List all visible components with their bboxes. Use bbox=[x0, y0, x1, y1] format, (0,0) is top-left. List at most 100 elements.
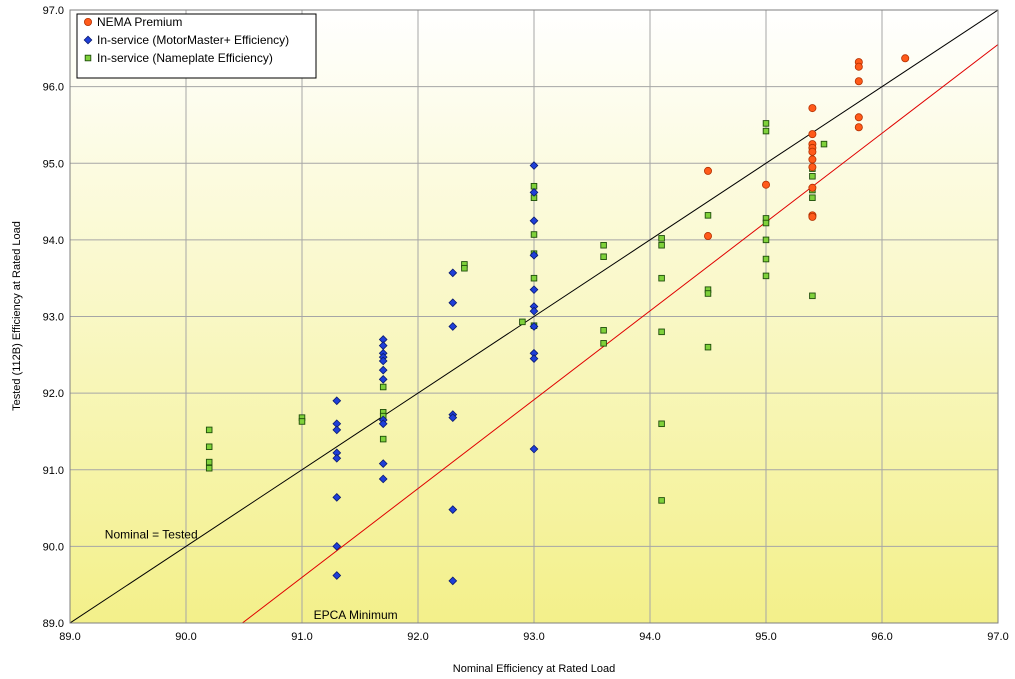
nema-premium-point bbox=[704, 166, 713, 175]
x-axis-title: Nominal Efficiency at Rated Load bbox=[453, 663, 615, 675]
nameplate-point bbox=[762, 272, 770, 280]
y-tick-label: 96.0 bbox=[43, 82, 64, 94]
nameplate-point bbox=[809, 194, 816, 201]
motormaster-point bbox=[332, 542, 342, 551]
x-tick-label: 92.0 bbox=[407, 631, 428, 643]
reference-lines bbox=[70, 10, 998, 623]
nameplate-point bbox=[704, 290, 712, 297]
nameplate-point bbox=[762, 219, 770, 227]
motormaster-point bbox=[529, 306, 539, 316]
y-tick-label: 94.0 bbox=[43, 235, 64, 247]
nameplate-point bbox=[530, 274, 538, 282]
nameplate-point bbox=[762, 236, 770, 244]
motormaster-point bbox=[448, 268, 458, 278]
y-tick-label: 97.0 bbox=[43, 5, 64, 17]
nema-premium-point bbox=[854, 77, 863, 86]
motormaster-point bbox=[378, 419, 388, 429]
legend-label: In-service (Nameplate Efficiency) bbox=[97, 51, 273, 65]
nameplate-point bbox=[658, 235, 665, 242]
x-tick-label: 93.0 bbox=[523, 631, 544, 643]
nameplate-point bbox=[600, 253, 607, 260]
motormaster-point bbox=[529, 188, 539, 197]
nameplate-point bbox=[809, 173, 816, 180]
y-tick-label: 89.0 bbox=[43, 618, 64, 630]
nameplate-point bbox=[809, 292, 816, 300]
motormaster-point bbox=[529, 285, 539, 295]
nameplate-point bbox=[762, 127, 770, 135]
motormaster-point bbox=[448, 322, 458, 331]
nameplate-point bbox=[379, 383, 387, 391]
nameplate-point bbox=[658, 497, 665, 504]
y-axis-title: Tested (112B) Efficiency at Rated Load bbox=[11, 221, 23, 411]
nema-premium-point bbox=[762, 180, 771, 189]
nameplate-point bbox=[658, 274, 665, 282]
legend-label: NEMA Premium bbox=[97, 15, 182, 29]
nameplate-point bbox=[658, 420, 665, 428]
nominal-equals-tested-line bbox=[70, 10, 998, 623]
motormaster-point bbox=[332, 492, 342, 502]
motormaster-point bbox=[332, 453, 342, 463]
motormaster-point bbox=[448, 576, 458, 586]
motormaster-point bbox=[529, 444, 539, 454]
nameplate-point bbox=[205, 426, 213, 434]
motormaster-point bbox=[378, 474, 388, 484]
nameplate-point bbox=[379, 435, 387, 443]
x-tick-label: 91.0 bbox=[291, 631, 312, 643]
nema-premium-point bbox=[854, 123, 863, 132]
line-annotations: Nominal = Tested EPCA Minimum bbox=[105, 528, 398, 622]
nameplate-point bbox=[762, 255, 770, 263]
nameplate-point bbox=[600, 327, 607, 334]
nema-premium-point bbox=[854, 62, 863, 71]
nameplate-point bbox=[658, 241, 665, 249]
x-tick-label: 89.0 bbox=[59, 631, 80, 643]
x-tick-label: 94.0 bbox=[639, 631, 660, 643]
motormaster-point bbox=[529, 322, 539, 331]
x-tick-label: 95.0 bbox=[755, 631, 776, 643]
nameplate-point bbox=[820, 140, 828, 148]
legend-label: In-service (MotorMaster+ Efficiency) bbox=[97, 33, 289, 47]
y-axis-tick-labels: 89.0 90.0 91.0 92.0 93.0 94.0 95.0 96.0 97.0 bbox=[43, 5, 64, 630]
motormaster-point bbox=[529, 354, 539, 364]
series-1 bbox=[332, 161, 539, 586]
nema-premium-point bbox=[808, 183, 817, 192]
x-tick-label: 97.0 bbox=[987, 631, 1008, 643]
motormaster-point bbox=[529, 250, 539, 260]
motormaster-point bbox=[378, 374, 388, 384]
data-points bbox=[205, 54, 910, 586]
y-tick-label: 91.0 bbox=[43, 465, 64, 477]
epca-minimum-line bbox=[241, 44, 998, 623]
motormaster-point bbox=[448, 298, 458, 308]
legend-marker-diamond bbox=[83, 35, 93, 45]
nameplate-point bbox=[205, 443, 213, 451]
y-tick-label: 92.0 bbox=[43, 388, 64, 400]
y-tick-label: 93.0 bbox=[43, 312, 64, 324]
y-tick-label: 95.0 bbox=[43, 158, 64, 170]
nameplate-point bbox=[298, 418, 306, 425]
motormaster-point bbox=[332, 571, 342, 580]
legend: NEMA Premium In-service (MotorMaster+ Eff… bbox=[76, 13, 317, 79]
nameplate-point bbox=[704, 212, 712, 219]
x-tick-label: 96.0 bbox=[871, 631, 892, 643]
nema-premium-point bbox=[808, 212, 817, 221]
motormaster-point bbox=[529, 216, 539, 226]
motormaster-point bbox=[448, 413, 458, 423]
nameplate-point bbox=[519, 318, 526, 326]
nameplate-point bbox=[658, 328, 665, 336]
nema-premium-point bbox=[808, 104, 817, 113]
legend-marker-circle bbox=[84, 17, 93, 26]
nameplate-point bbox=[530, 231, 538, 238]
nema-premium-point bbox=[901, 54, 910, 63]
nameplate-point bbox=[600, 340, 607, 347]
motormaster-point bbox=[332, 396, 342, 406]
nema-premium-point bbox=[808, 147, 817, 156]
legend-box bbox=[76, 13, 317, 79]
nameplate-point bbox=[704, 343, 712, 351]
nema-premium-point bbox=[854, 113, 863, 122]
nameplate-point bbox=[205, 464, 213, 472]
legend-marker-square bbox=[84, 54, 92, 62]
motormaster-point bbox=[378, 365, 388, 375]
series-0 bbox=[704, 54, 910, 241]
nameplate-point bbox=[600, 241, 607, 249]
